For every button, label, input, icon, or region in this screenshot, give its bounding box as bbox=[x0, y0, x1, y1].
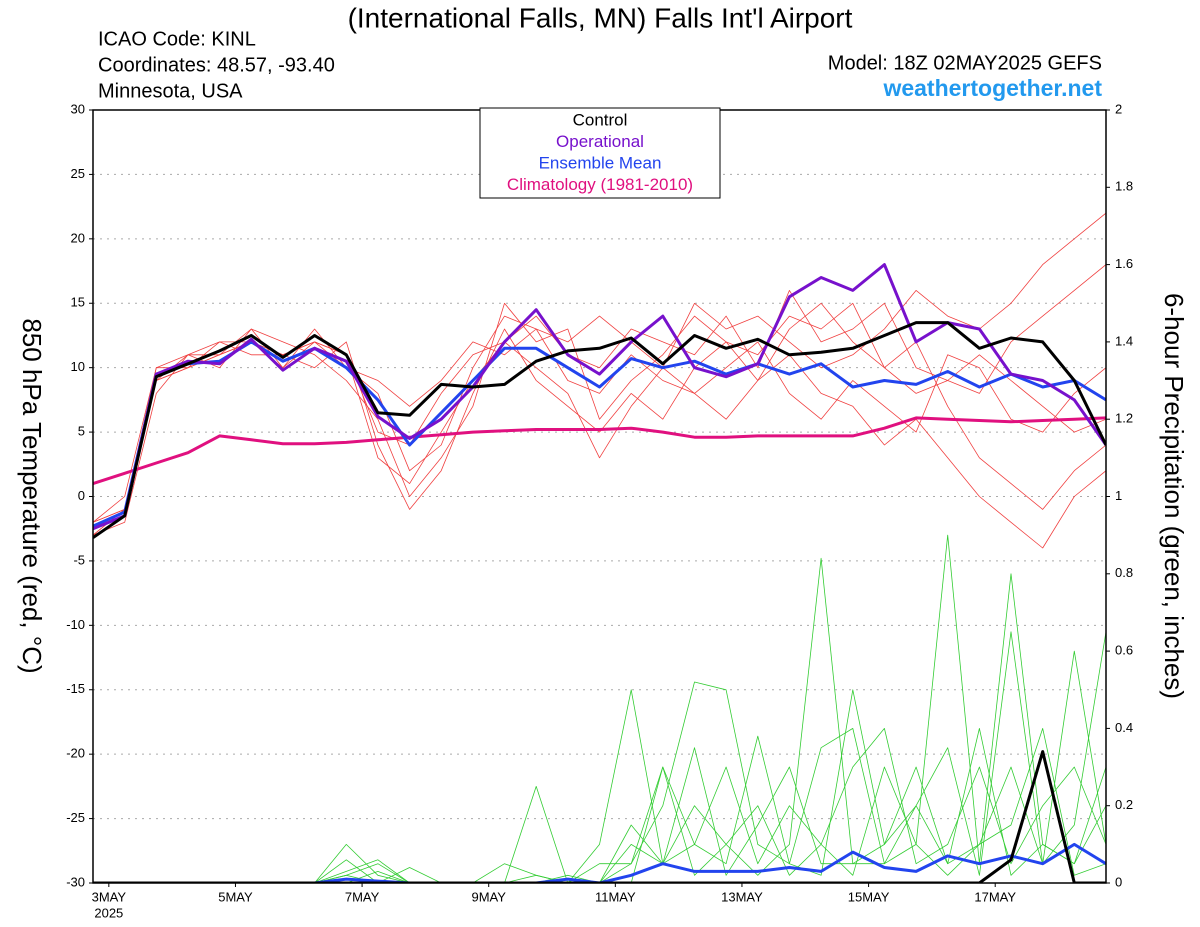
plot-area bbox=[93, 212, 1106, 883]
chart-title: (International Falls, MN) Falls Int'l Ai… bbox=[348, 2, 853, 33]
legend-box bbox=[479, 107, 721, 199]
member-line bbox=[93, 728, 1106, 883]
legend-entry: Climatology (1981-2010) bbox=[507, 175, 693, 194]
y-tick-label: 15 bbox=[71, 295, 85, 310]
y2-tick-label: 1.2 bbox=[1115, 411, 1133, 426]
y2-axis-label: 6-hour Precipitation (green, inches) bbox=[1159, 293, 1189, 699]
legend-entry: Operational bbox=[556, 132, 644, 151]
member-line bbox=[93, 728, 1106, 883]
y2-tick-label: 1 bbox=[1115, 488, 1122, 503]
series-line bbox=[93, 263, 1106, 531]
x-tick-label: 15MAY bbox=[848, 889, 890, 904]
y2-tick-label: 0.6 bbox=[1115, 643, 1133, 658]
y2-tick-label: 1.8 bbox=[1115, 179, 1133, 194]
y-tick-label: -30 bbox=[66, 874, 85, 889]
x-sublabel: 2025 bbox=[94, 905, 123, 920]
member-line bbox=[93, 557, 1106, 883]
y-tick-label: -5 bbox=[73, 552, 85, 567]
x-tick-label: 17MAY bbox=[974, 889, 1016, 904]
x-tick-label: 13MAY bbox=[721, 889, 763, 904]
y2-tick-label: 0.4 bbox=[1115, 720, 1133, 735]
x-tick-label: 7MAY bbox=[345, 889, 380, 904]
y-tick-label: 30 bbox=[71, 101, 85, 116]
y-tick-label: 10 bbox=[71, 359, 85, 374]
info-line: Coordinates: 48.57, -93.40 bbox=[98, 54, 335, 76]
y-tick-label: -10 bbox=[66, 617, 85, 632]
axes: -30-25-20-15-10-505101520253000.20.40.60… bbox=[66, 101, 1133, 920]
member-line bbox=[93, 534, 1106, 883]
legend-entry: Ensemble Mean bbox=[539, 153, 662, 172]
y-tick-label: -25 bbox=[66, 810, 85, 825]
y2-tick-label: 0.2 bbox=[1115, 797, 1133, 812]
member-line bbox=[93, 341, 1106, 549]
source: weathertogether.net bbox=[882, 75, 1102, 101]
member-line bbox=[93, 689, 1106, 883]
x-tick-label: 3MAY bbox=[92, 889, 127, 904]
series-line bbox=[93, 416, 1106, 486]
y2-tick-label: 1.6 bbox=[1115, 256, 1133, 271]
x-tick-label: 5MAY bbox=[218, 889, 253, 904]
x-tick-label: 9MAY bbox=[471, 889, 506, 904]
member-line bbox=[93, 302, 1106, 523]
model-info: Model: 18Z 02MAY2025 GEFS bbox=[828, 52, 1102, 74]
series-line bbox=[93, 750, 1106, 883]
series-line bbox=[93, 842, 1106, 883]
y-tick-label: -20 bbox=[66, 746, 85, 761]
series-line bbox=[93, 321, 1106, 539]
info-line: Minnesota, USA bbox=[98, 80, 243, 102]
y-axis-label: 850 hPa Temperature (red, °C) bbox=[17, 318, 47, 673]
y2-tick-label: 0.8 bbox=[1115, 565, 1133, 580]
info-line: ICAO Code: KINL bbox=[98, 28, 256, 50]
y-tick-label: 0 bbox=[78, 488, 85, 503]
y-tick-label: 25 bbox=[71, 166, 85, 181]
y2-tick-label: 2 bbox=[1115, 101, 1122, 116]
legend: Control Operational Ensemble Mean Climatolo… bbox=[507, 110, 693, 194]
member-line bbox=[93, 264, 1106, 536]
series-line bbox=[93, 340, 1106, 528]
y-tick-label: 20 bbox=[71, 230, 85, 245]
legend-entry: Control bbox=[573, 110, 628, 129]
y2-tick-label: 1.4 bbox=[1115, 333, 1133, 348]
y2-tick-label: 0 bbox=[1115, 874, 1122, 889]
x-tick-label: 11MAY bbox=[595, 889, 636, 904]
y-tick-label: 5 bbox=[78, 424, 85, 439]
member-line bbox=[93, 650, 1106, 883]
grid bbox=[93, 109, 1106, 884]
y-tick-label: -15 bbox=[66, 681, 85, 696]
